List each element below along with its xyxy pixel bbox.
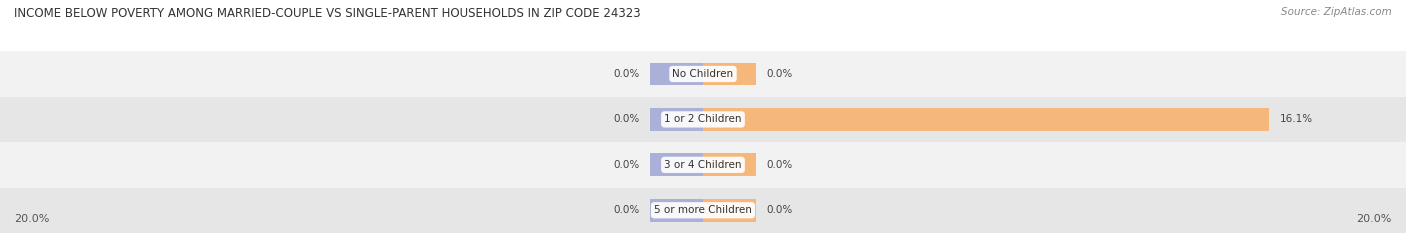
Text: 0.0%: 0.0%	[613, 160, 640, 170]
Bar	[0, 51, 1406, 97]
Text: 0.0%: 0.0%	[613, 205, 640, 215]
Text: 16.1%: 16.1%	[1279, 114, 1313, 124]
Text: 0.0%: 0.0%	[766, 205, 793, 215]
Text: 0.0%: 0.0%	[613, 114, 640, 124]
Text: 20.0%: 20.0%	[14, 214, 49, 224]
Text: 0.0%: 0.0%	[766, 69, 793, 79]
Text: No Children: No Children	[672, 69, 734, 79]
Text: INCOME BELOW POVERTY AMONG MARRIED-COUPLE VS SINGLE-PARENT HOUSEHOLDS IN ZIP COD: INCOME BELOW POVERTY AMONG MARRIED-COUPL…	[14, 7, 641, 20]
Bar	[650, 154, 703, 176]
Bar	[703, 199, 756, 222]
Bar	[703, 154, 756, 176]
Bar	[650, 199, 703, 222]
Bar	[0, 97, 1406, 142]
Bar	[650, 63, 703, 85]
Text: 5 or more Children: 5 or more Children	[654, 205, 752, 215]
Bar	[703, 108, 1268, 131]
Text: 0.0%: 0.0%	[766, 160, 793, 170]
Bar	[650, 108, 703, 131]
Text: 20.0%: 20.0%	[1357, 214, 1392, 224]
Bar	[0, 188, 1406, 233]
Text: Source: ZipAtlas.com: Source: ZipAtlas.com	[1281, 7, 1392, 17]
Text: 0.0%: 0.0%	[613, 69, 640, 79]
Text: 3 or 4 Children: 3 or 4 Children	[664, 160, 742, 170]
Bar	[0, 142, 1406, 188]
Bar	[703, 63, 756, 85]
Text: 1 or 2 Children: 1 or 2 Children	[664, 114, 742, 124]
